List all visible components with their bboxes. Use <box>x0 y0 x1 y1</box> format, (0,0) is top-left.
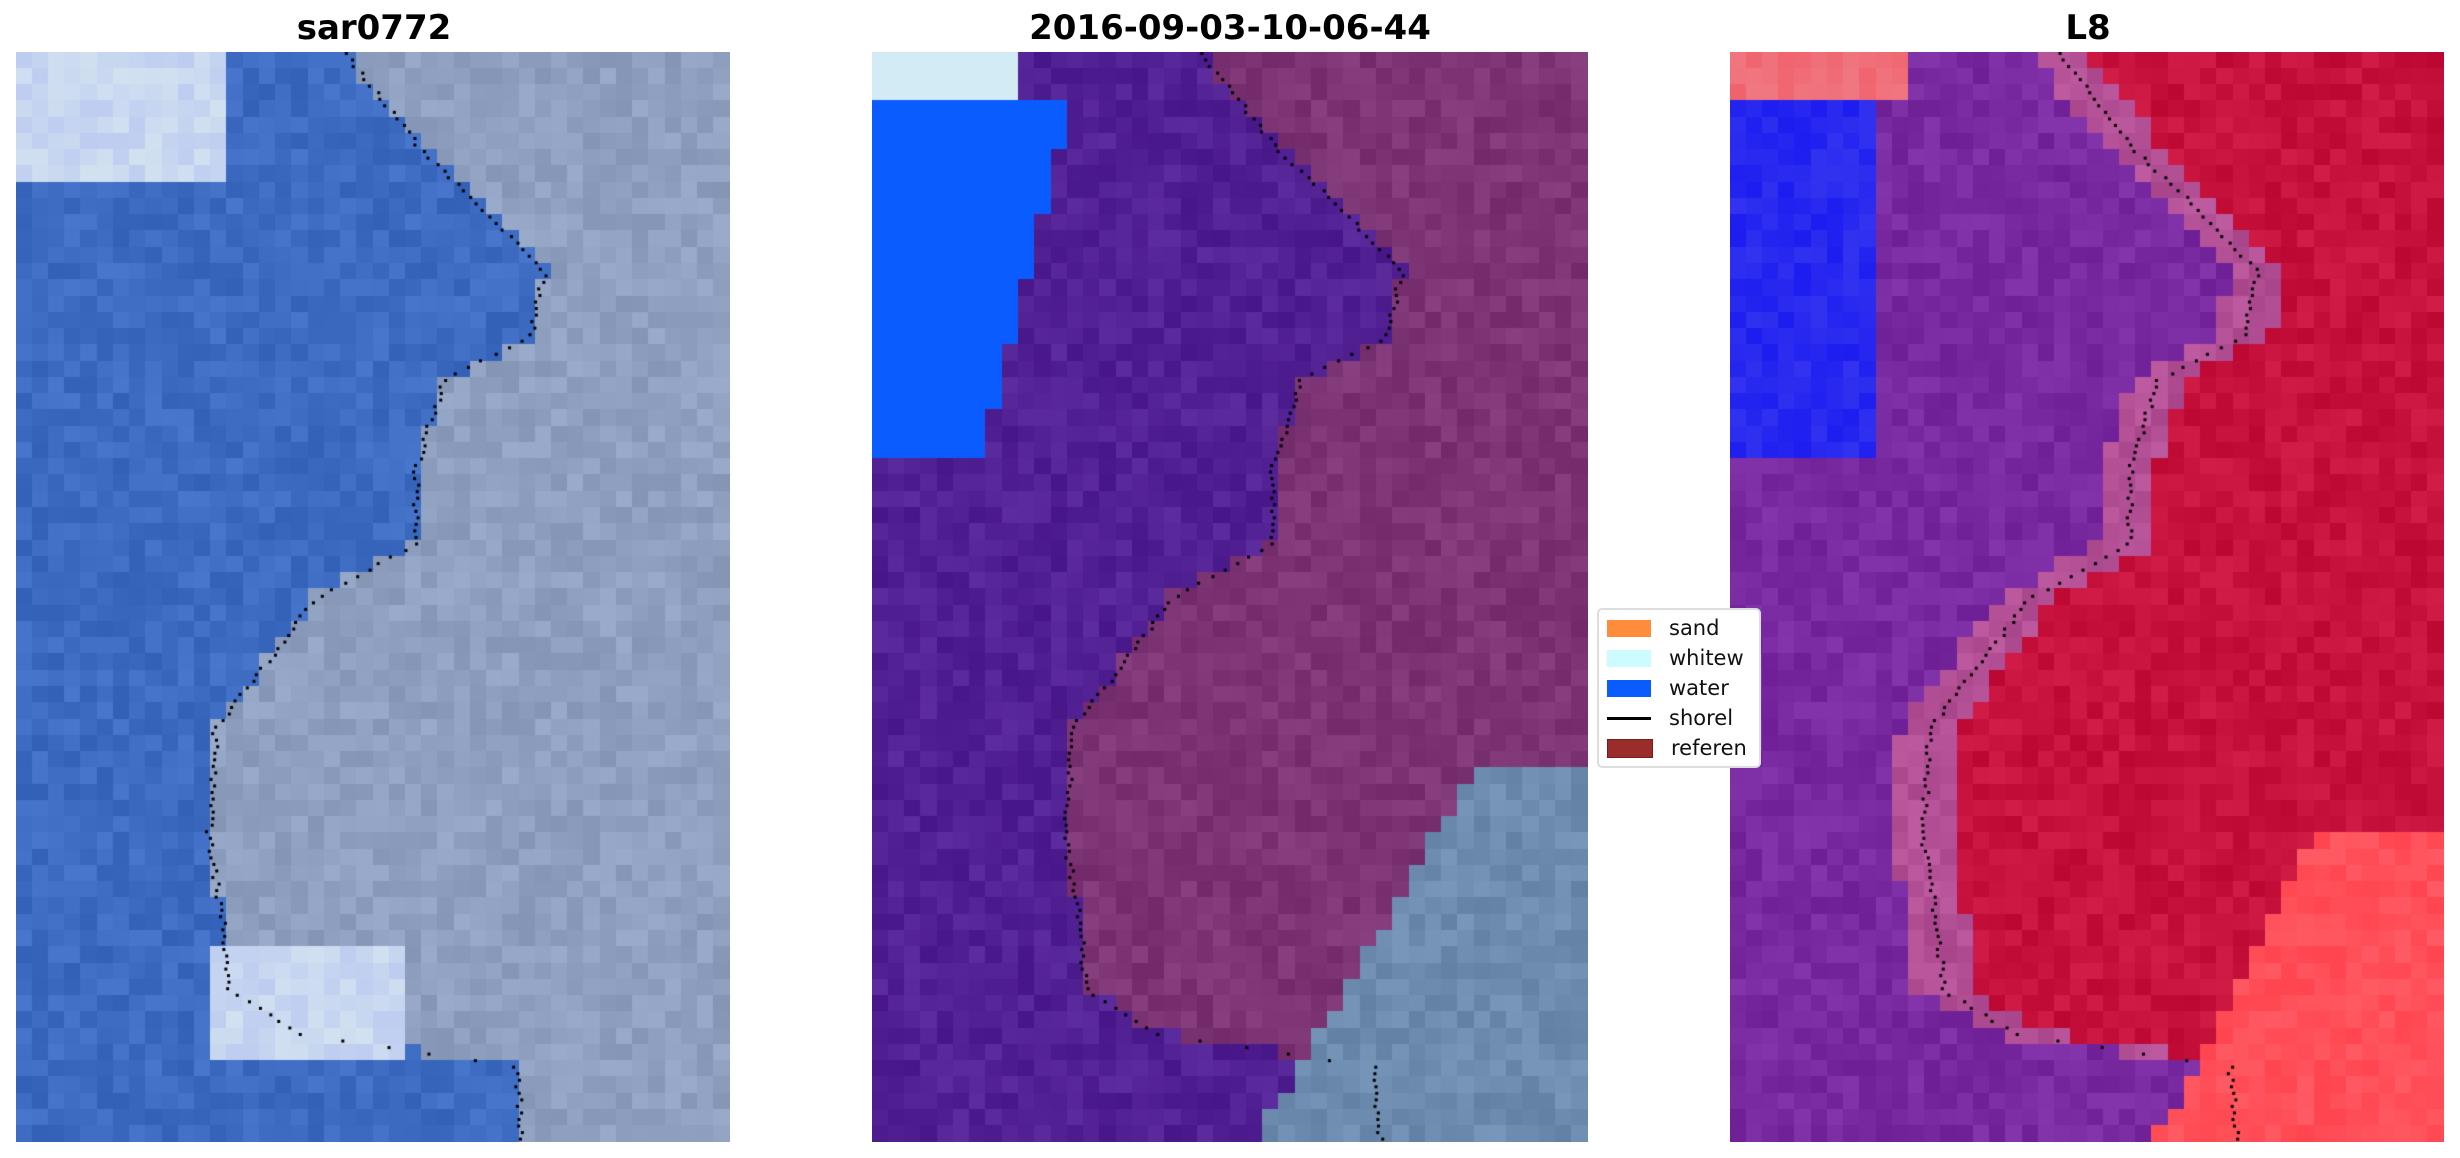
water-swatch <box>1607 679 1651 697</box>
shoreline-line-swatch <box>1607 716 1651 720</box>
legend-item-shoreline: shorel <box>1607 704 1733 732</box>
panel-title-2: 2016-09-03-10-06-44 <box>1029 8 1431 48</box>
legend-item-whitewater: whitew <box>1607 644 1744 672</box>
legend-label: whitew <box>1669 646 1744 670</box>
whitewater-swatch <box>1607 649 1651 667</box>
rgb-image-panel <box>16 52 730 1142</box>
legend-label: referen <box>1671 736 1747 760</box>
legend-item-sand: sand <box>1607 614 1719 642</box>
panel-title-3: L8 <box>2065 8 2111 48</box>
legend-item-reference: referen <box>1607 734 1747 762</box>
reference-swatch <box>1607 738 1653 758</box>
sand-swatch <box>1607 619 1651 637</box>
l8-index-panel <box>1730 52 2444 1142</box>
legend-label: water <box>1669 676 1729 700</box>
legend-item-water: water <box>1607 674 1729 702</box>
legend-label: sand <box>1669 616 1720 640</box>
legend: sand whitew water shorel referen <box>1597 608 1761 768</box>
classification-panel <box>872 52 1588 1142</box>
legend-label: shorel <box>1669 706 1734 730</box>
panel-title-1: sar0772 <box>296 8 452 48</box>
